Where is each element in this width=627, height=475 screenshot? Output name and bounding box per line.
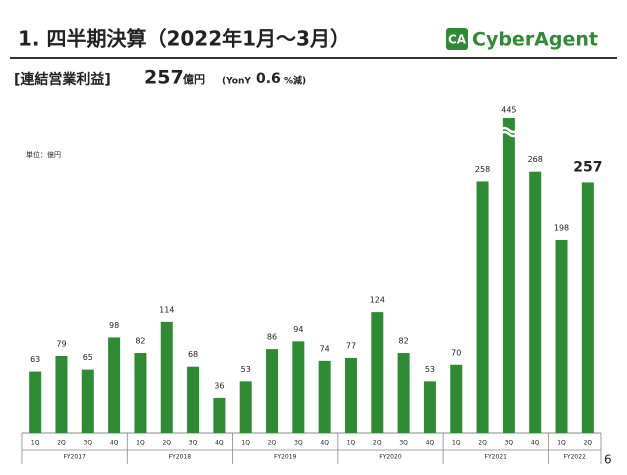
bar [397, 353, 410, 433]
x-tick-label: 2Q [162, 440, 171, 447]
bar [318, 360, 331, 433]
logo-box [446, 28, 468, 50]
page-number: 6 [604, 453, 612, 467]
bar [160, 321, 173, 433]
bar [529, 171, 542, 433]
x-tick-label: 2Q [268, 440, 277, 447]
value-label: 82 [135, 337, 145, 346]
headline: 257 [144, 67, 184, 89]
group-label: FY2021 [485, 454, 508, 461]
x-tick-label: 3Q [399, 440, 408, 447]
bar [134, 353, 147, 433]
logo-mark: CA [448, 33, 467, 47]
bar [555, 239, 568, 433]
yoy-open: (YonY [222, 77, 251, 87]
value-label: 257 [573, 159, 602, 175]
headline-unit: 億円 [183, 72, 205, 86]
bar [187, 366, 200, 433]
bar [344, 357, 357, 433]
x-tick-label: 1Q [557, 440, 566, 447]
bar [450, 364, 463, 433]
x-tick-label: 4Q [110, 440, 119, 447]
x-tick-label: 4Q [531, 440, 540, 447]
unit-label: 単位：億円 [26, 150, 61, 159]
bar [266, 349, 279, 433]
group-label: FY2020 [379, 454, 402, 461]
value-label: 445 [501, 106, 516, 115]
bar [502, 118, 515, 433]
bar [371, 312, 384, 433]
x-tick-label: 1Q [31, 440, 40, 447]
x-tick-label: 2Q [584, 440, 593, 447]
value-label: 63 [30, 355, 40, 364]
value-label: 36 [214, 381, 224, 390]
value-label: 65 [83, 353, 93, 362]
value-label: 53 [425, 365, 435, 374]
value-label: 53 [241, 365, 251, 374]
x-tick-label: 1Q [347, 440, 356, 447]
bar [423, 381, 436, 433]
bar [29, 371, 42, 433]
value-label: 70 [451, 348, 461, 357]
group-label: FY2022 [563, 454, 586, 461]
value-label: 74 [320, 344, 330, 353]
logo: CyberAgent [472, 29, 598, 51]
group-label: FY2019 [274, 454, 297, 461]
value-label: 68 [188, 350, 198, 359]
x-tick-label: 2Q [478, 440, 487, 447]
bar [476, 181, 489, 433]
x-tick-label: 3Q [84, 440, 93, 447]
value-label: 124 [370, 296, 385, 305]
value-label: 268 [528, 155, 543, 164]
bar [239, 381, 252, 433]
yoy-close: %減) [284, 75, 306, 87]
metric: [連結営業利益] [14, 71, 111, 88]
value-label: 82 [399, 337, 409, 346]
x-tick-label: 1Q [241, 440, 250, 447]
bar [581, 182, 594, 433]
x-tick-label: 2Q [373, 440, 382, 447]
value-label: 98 [109, 321, 119, 330]
value-label: 77 [346, 341, 356, 350]
x-tick-label: 1Q [136, 440, 145, 447]
x-tick-label: 1Q [452, 440, 461, 447]
value-label: 114 [159, 305, 174, 314]
x-tick-label: 3Q [505, 440, 514, 447]
x-tick-label: 4Q [426, 440, 435, 447]
group-label: FY2017 [63, 454, 86, 461]
bar [108, 337, 121, 433]
bar [81, 369, 94, 433]
axis-break [499, 126, 519, 138]
x-tick-label: 4Q [215, 440, 224, 447]
value-label: 198 [554, 223, 569, 232]
bar [213, 397, 226, 433]
x-tick-label: 2Q [57, 440, 66, 447]
x-tick-label: 3Q [189, 440, 198, 447]
bar [55, 355, 68, 433]
value-label: 258 [475, 165, 490, 174]
bar [292, 341, 305, 433]
value-label: 86 [267, 333, 277, 342]
slide-title: 1. 四半期決算（2022年1月〜3月） [18, 27, 350, 51]
group-label: FY2018 [169, 454, 192, 461]
x-tick-label: 4Q [320, 440, 329, 447]
value-label: 79 [56, 339, 66, 348]
yoy-value: 0.6 [256, 71, 281, 87]
x-tick-label: 3Q [294, 440, 303, 447]
value-label: 94 [293, 325, 303, 334]
